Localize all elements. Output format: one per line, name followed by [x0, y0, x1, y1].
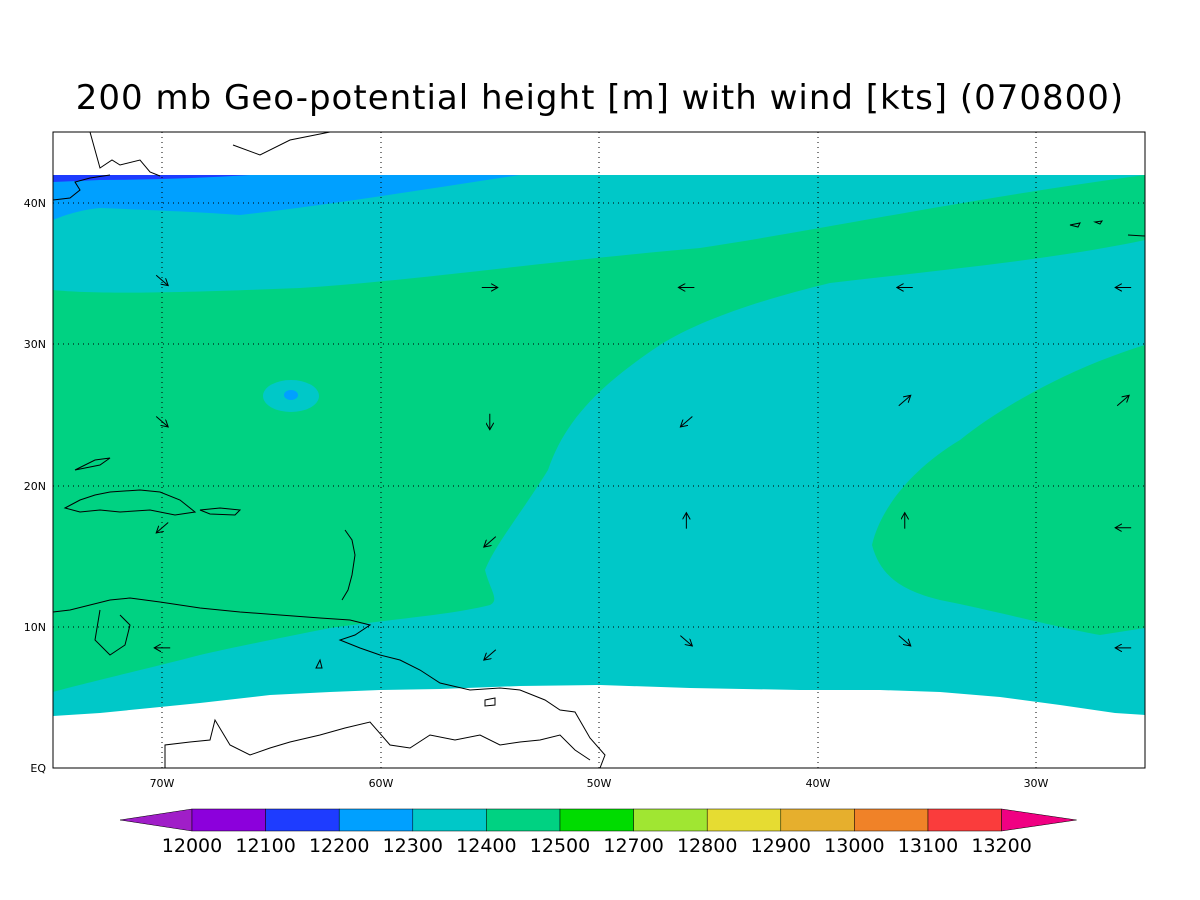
colorbar-swatch-6: [633, 808, 708, 832]
colorbar-swatch-4: [486, 808, 561, 832]
height-field: [53, 132, 1145, 768]
map-title: 200 mb Geo-potential height [m] with win…: [75, 78, 1125, 118]
colorbar-swatch-0: [191, 808, 266, 832]
colorbar-swatch-8: [780, 808, 855, 832]
wind-arrow-9: [1116, 395, 1129, 407]
colorbar-label-9: 13000: [824, 835, 884, 857]
wind-vectors: [154, 274, 1132, 660]
colorbar-swatch-5: [559, 808, 634, 832]
wind-arrow-10: [156, 522, 169, 533]
lon-label-50w: 50W: [587, 777, 612, 790]
wind-arrow-7: [680, 416, 693, 427]
plot-frame: [52, 131, 1146, 769]
lon-label-40w: 40W: [806, 777, 831, 790]
wind-arrow-18: [898, 635, 911, 646]
cyclone-core: [284, 390, 298, 400]
colorbar-swatch-7: [706, 808, 782, 832]
wind-arrow-5: [155, 416, 168, 427]
colorbar-label-7: 12800: [677, 835, 737, 857]
lat-label-40n: 40N: [24, 197, 46, 210]
colorbar-label-0: 12000: [162, 835, 222, 857]
colorbar-high-triangle: [1001, 808, 1077, 832]
colorbar-label-8: 12900: [751, 835, 811, 857]
colorbar-label-10: 13100: [898, 835, 958, 857]
wind-arrow-11: [484, 536, 497, 547]
contour-12100: [53, 175, 250, 182]
colorbar-label-1: 12100: [235, 835, 295, 857]
wind-arrow-17: [680, 635, 692, 646]
lon-label-30w: 30W: [1024, 777, 1049, 790]
wind-arrow-0: [155, 274, 168, 285]
lon-label-70w: 70W: [150, 777, 175, 790]
grid-lines: [53, 132, 1145, 768]
colorbar-label-2: 12200: [309, 835, 369, 857]
lat-label-10n: 10N: [24, 621, 46, 634]
colorbar-swatch-3: [412, 808, 487, 832]
colorbar: 12000 12100 12200 12300 12400 12500 12700 12800…: [119, 808, 1077, 857]
lon-axis: 70W 60W 50W 40W 30W: [150, 777, 1049, 790]
colorbar-swatch-9: [854, 808, 929, 832]
colorbar-swatch-2: [338, 808, 414, 832]
contour-12200: [53, 175, 520, 220]
wind-arrow-16: [484, 649, 497, 660]
colorbar-label-3: 12300: [383, 835, 443, 857]
contour-12400-west: [53, 175, 1145, 692]
lat-label-30n: 30N: [24, 338, 46, 351]
colorbar-swatch-1: [265, 808, 340, 832]
colorbar-swatch-10: [927, 808, 1002, 832]
lat-label-20n: 20N: [24, 480, 46, 493]
colorbar-label-4: 12400: [456, 835, 516, 857]
lon-label-60w: 60W: [369, 777, 394, 790]
colorbar-low-triangle: [119, 808, 193, 832]
wind-arrow-8: [898, 395, 911, 407]
lat-label-eq: EQ: [30, 762, 46, 775]
coastlines: [53, 132, 1145, 768]
colorbar-label-5: 12500: [530, 835, 590, 857]
lat-axis: EQ 10N 20N 30N 40N: [24, 197, 47, 775]
colorbar-label-6: 12700: [603, 835, 663, 857]
contour-12400-east: [872, 345, 1145, 635]
colorbar-label-11: 13200: [971, 835, 1031, 857]
